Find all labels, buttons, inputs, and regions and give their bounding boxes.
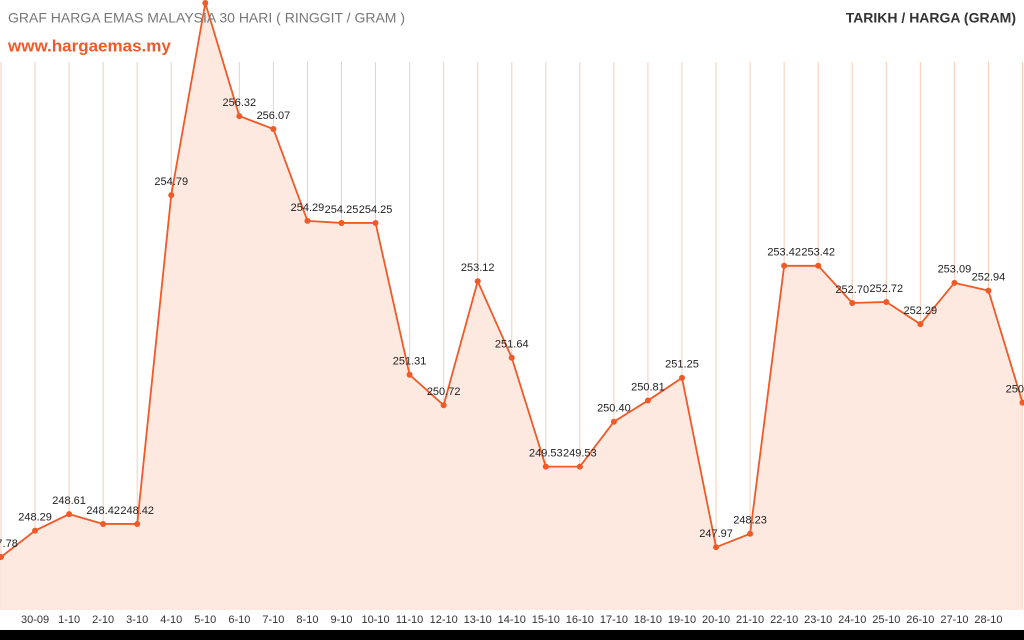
value-label: 248.61 <box>52 495 86 507</box>
value-label: 254.25 <box>359 204 393 216</box>
point <box>747 530 754 537</box>
chart-title: GRAF HARGA EMAS MALAYSIA 30 HARI ( RINGG… <box>8 10 405 26</box>
value-label: 251.25 <box>665 359 699 371</box>
point <box>0 554 4 560</box>
point <box>985 287 992 294</box>
point <box>713 544 720 551</box>
point <box>508 354 515 361</box>
x-tick-label: 13-10 <box>464 614 492 626</box>
point <box>474 278 481 285</box>
point <box>406 371 413 378</box>
value-label: 250.77 <box>1006 384 1024 396</box>
value-label: 252.70 <box>835 284 869 296</box>
x-tick-label: 10-10 <box>361 614 389 626</box>
point <box>168 192 175 199</box>
x-tick-label: 18-10 <box>634 614 662 626</box>
value-label: 252.29 <box>904 305 938 317</box>
value-label: 253.42 <box>801 247 835 259</box>
value-label: 251.31 <box>393 356 427 368</box>
point <box>644 397 651 404</box>
x-tick-label: 8-10 <box>296 614 318 626</box>
x-tick-label: 12-10 <box>430 614 458 626</box>
x-tick-label: 30-09 <box>21 614 49 626</box>
point <box>304 217 311 224</box>
point <box>951 279 958 286</box>
x-tick-label: 16-10 <box>566 614 594 626</box>
x-tick-label: 22-10 <box>770 614 798 626</box>
value-label: 253.09 <box>938 264 972 276</box>
point <box>134 520 141 527</box>
point <box>679 374 685 381</box>
point <box>576 463 583 470</box>
point <box>202 0 209 6</box>
value-label: 253.42 <box>767 247 801 259</box>
point <box>815 262 822 269</box>
area <box>1 3 1023 610</box>
x-tick-label: 15-10 <box>532 614 560 626</box>
x-tick-label: 5-10 <box>194 614 216 626</box>
chart-subtitle: www.hargaemas.my <box>7 36 171 55</box>
value-label: 250.40 <box>597 403 631 415</box>
value-label: 248.29 <box>18 512 52 524</box>
x-tick-label: 21-10 <box>736 614 764 626</box>
x-tick-label: 6-10 <box>228 614 250 626</box>
value-label: 250.81 <box>631 381 665 393</box>
value-label: 247.97 <box>699 528 733 540</box>
value-label: 249.53 <box>563 448 597 460</box>
point <box>781 262 788 269</box>
value-label: 248.42 <box>120 505 154 517</box>
x-tick-label: 14-10 <box>498 614 526 626</box>
x-tick-label: 1-10 <box>58 614 80 626</box>
value-label: 252.94 <box>972 271 1006 283</box>
point <box>883 298 890 305</box>
point <box>440 402 447 409</box>
point <box>610 418 617 425</box>
annotation: TARIKH / HARGA (GRAM) <box>846 10 1016 26</box>
x-tick-label: 26-10 <box>906 614 934 626</box>
value-label: 252.72 <box>869 283 903 295</box>
point <box>1019 399 1024 406</box>
point <box>338 219 345 226</box>
point <box>542 463 549 470</box>
x-tick-label: 19-10 <box>668 614 696 626</box>
x-tick-label: 28-10 <box>974 614 1002 626</box>
value-label: 247.78 <box>0 538 18 550</box>
point <box>849 299 856 306</box>
value-label: 256.07 <box>257 110 291 122</box>
x-tick-label: 24-10 <box>838 614 866 626</box>
point <box>66 511 73 518</box>
value-label: 254.25 <box>325 204 359 216</box>
value-label: 251.64 <box>495 339 529 351</box>
x-tick-label: 3-10 <box>126 614 148 626</box>
bottom-bar <box>0 630 1024 640</box>
value-label: 249.53 <box>529 448 563 460</box>
value-label: 250.72 <box>427 386 461 398</box>
value-label: 256.32 <box>223 97 257 109</box>
x-tick-label: 25-10 <box>872 614 900 626</box>
value-label: 248.23 <box>733 515 767 527</box>
x-tick-label: 7-10 <box>262 614 284 626</box>
point <box>100 520 107 527</box>
point <box>32 527 39 534</box>
x-tick-label: 9-10 <box>330 614 352 626</box>
x-tick-label: 4-10 <box>160 614 182 626</box>
value-label: 254.79 <box>154 176 188 188</box>
x-tick-label: 11-10 <box>396 614 423 626</box>
x-tick-label: 23-10 <box>804 614 832 626</box>
value-label: 254.29 <box>291 202 325 214</box>
value-label: 248.42 <box>86 505 120 517</box>
point <box>270 125 277 132</box>
x-tick-label: 27-10 <box>940 614 968 626</box>
point <box>917 321 924 328</box>
x-tick-label: 20-10 <box>702 614 730 626</box>
x-tick-label: 17-10 <box>600 614 628 626</box>
point <box>236 113 243 120</box>
point <box>372 219 379 226</box>
value-label: 253.12 <box>461 262 495 274</box>
x-tick-label: 2-10 <box>92 614 114 626</box>
